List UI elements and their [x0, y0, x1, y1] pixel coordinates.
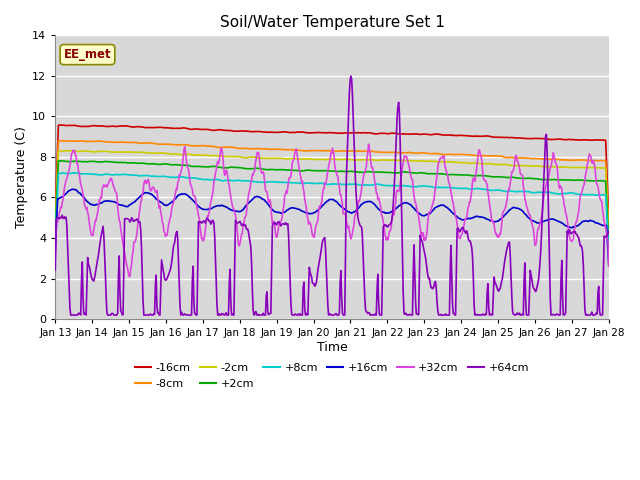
-16cm	[175, 125, 183, 131]
+8cm	[417, 183, 424, 189]
-8cm	[400, 150, 408, 156]
+64cm	[347, 73, 355, 79]
+2cm	[119, 159, 127, 165]
-8cm	[51, 217, 59, 223]
+32cm	[61, 181, 69, 187]
+64cm	[67, 312, 74, 318]
-16cm	[605, 217, 612, 223]
Line: +8cm: +8cm	[55, 173, 609, 250]
-8cm	[417, 150, 424, 156]
Line: -16cm: -16cm	[55, 125, 609, 220]
-16cm	[205, 127, 212, 132]
+8cm	[175, 174, 183, 180]
+32cm	[51, 255, 59, 261]
-16cm	[56, 122, 64, 128]
+32cm	[605, 264, 612, 269]
Line: +64cm: +64cm	[55, 76, 609, 315]
+8cm	[605, 247, 612, 253]
Line: -2cm: -2cm	[55, 151, 609, 235]
+32cm	[417, 231, 425, 237]
-2cm	[63, 148, 70, 154]
-2cm	[119, 149, 127, 155]
-2cm	[61, 148, 69, 154]
+32cm	[401, 153, 408, 159]
+2cm	[417, 170, 424, 176]
+8cm	[61, 170, 69, 176]
Line: +32cm: +32cm	[55, 144, 609, 276]
+2cm	[205, 164, 212, 170]
-2cm	[175, 151, 183, 157]
+32cm	[205, 213, 212, 219]
+8cm	[400, 183, 408, 189]
-2cm	[51, 223, 59, 228]
+16cm	[68, 186, 76, 192]
-8cm	[175, 142, 183, 148]
+64cm	[401, 312, 408, 317]
+8cm	[205, 177, 212, 182]
+16cm	[205, 206, 212, 212]
+64cm	[119, 312, 127, 318]
-16cm	[62, 122, 70, 128]
+64cm	[175, 281, 183, 287]
+64cm	[51, 267, 59, 273]
+16cm	[605, 263, 612, 268]
-8cm	[119, 139, 127, 145]
+16cm	[61, 192, 69, 197]
+64cm	[205, 217, 212, 223]
+16cm	[119, 203, 127, 208]
-8cm	[62, 138, 70, 144]
+16cm	[51, 248, 59, 253]
+64cm	[417, 235, 425, 241]
Title: Soil/Water Temperature Set 1: Soil/Water Temperature Set 1	[220, 15, 444, 30]
+32cm	[365, 141, 372, 147]
+2cm	[51, 228, 59, 234]
+8cm	[51, 236, 59, 241]
-2cm	[400, 157, 408, 163]
+64cm	[605, 228, 612, 234]
+8cm	[119, 172, 127, 178]
-16cm	[51, 209, 59, 215]
Text: EE_met: EE_met	[63, 48, 111, 61]
-8cm	[605, 228, 612, 234]
+2cm	[62, 158, 70, 164]
Line: -8cm: -8cm	[55, 141, 609, 231]
Y-axis label: Temperature (C): Temperature (C)	[15, 126, 28, 228]
-2cm	[605, 232, 612, 238]
+32cm	[118, 236, 126, 242]
-8cm	[55, 138, 63, 144]
-8cm	[205, 143, 212, 149]
+32cm	[125, 274, 133, 279]
-2cm	[417, 158, 424, 164]
+16cm	[175, 192, 183, 198]
+2cm	[55, 158, 63, 164]
+2cm	[175, 162, 183, 168]
Legend: -16cm, -8cm, -2cm, +2cm, +8cm, +16cm, +32cm, +64cm: -16cm, -8cm, -2cm, +2cm, +8cm, +16cm, +3…	[131, 359, 534, 393]
-16cm	[400, 131, 408, 137]
+64cm	[61, 216, 69, 221]
Line: +2cm: +2cm	[55, 161, 609, 242]
-2cm	[205, 153, 212, 158]
+2cm	[400, 169, 408, 175]
+16cm	[400, 200, 408, 206]
+32cm	[175, 172, 183, 178]
-16cm	[417, 132, 424, 137]
+16cm	[417, 211, 424, 217]
Line: +16cm: +16cm	[55, 189, 609, 265]
+2cm	[605, 240, 612, 245]
X-axis label: Time: Time	[317, 341, 348, 354]
+8cm	[70, 170, 77, 176]
-16cm	[119, 123, 127, 129]
